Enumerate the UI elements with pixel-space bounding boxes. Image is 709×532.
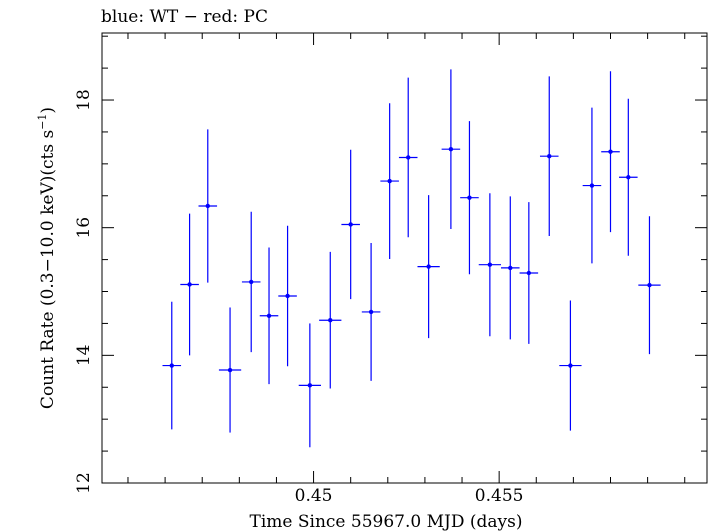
y-tick-label: 12 — [74, 472, 94, 494]
y-tick-labels: 12 14 16 18 — [74, 89, 94, 494]
data-point — [341, 149, 360, 300]
data-points — [162, 69, 661, 448]
point-marker — [368, 309, 374, 315]
point-marker — [169, 363, 174, 368]
data-point — [539, 76, 559, 236]
data-point — [398, 77, 418, 238]
point-marker — [487, 262, 493, 267]
data-point — [519, 202, 539, 344]
data-point — [501, 196, 520, 340]
data-point — [638, 216, 661, 355]
data-point — [218, 307, 242, 433]
data-point — [361, 243, 381, 381]
point-marker — [568, 363, 573, 368]
point-marker — [285, 293, 290, 299]
y-axis-label: Count Rate (0.3−10.0 keV)(cts s−1) — [36, 107, 58, 409]
y-tick-label: 16 — [74, 217, 94, 239]
data-point — [319, 251, 342, 389]
plot-frame — [101, 32, 708, 484]
data-point — [180, 213, 199, 356]
data-point — [582, 107, 602, 264]
x-axis-label: Time Since 55967.0 MJD (days) — [250, 512, 523, 532]
point-marker — [508, 265, 513, 271]
point-marker — [448, 146, 454, 152]
data-point — [559, 300, 582, 431]
x-tick-labels: 0.45 0.455 — [295, 486, 524, 506]
point-marker — [426, 264, 431, 269]
point-marker — [328, 318, 333, 323]
data-point — [601, 71, 620, 233]
data-point — [460, 121, 479, 275]
data-point — [380, 103, 399, 259]
y-tick-label: 18 — [74, 89, 94, 111]
x-tick-label: 0.45 — [295, 486, 333, 506]
point-marker — [406, 155, 411, 160]
point-marker — [249, 279, 254, 285]
point-marker — [589, 183, 595, 188]
data-point — [441, 69, 461, 229]
point-marker — [307, 383, 313, 388]
point-marker — [626, 175, 631, 180]
data-point — [198, 129, 218, 283]
y-axis-label-main: Count Rate (0.3−10.0 keV)(cts s — [38, 130, 58, 409]
chart-title: blue: WT − red: PC — [101, 7, 268, 27]
x-tick-label: 0.455 — [475, 486, 524, 506]
point-marker — [348, 222, 353, 227]
y-axis-label-exponent: −1 — [36, 114, 49, 130]
point-marker — [266, 313, 272, 318]
data-point — [241, 211, 261, 353]
data-point — [619, 98, 638, 256]
point-marker — [547, 153, 552, 159]
data-point — [417, 195, 440, 339]
point-marker — [387, 178, 392, 184]
point-marker — [187, 282, 192, 287]
point-marker — [227, 367, 233, 373]
point-marker — [467, 195, 472, 200]
point-marker — [647, 282, 652, 288]
point-marker — [526, 270, 532, 276]
y-tick-label: 14 — [74, 345, 94, 367]
data-point — [478, 193, 502, 337]
data-point — [298, 323, 321, 448]
y-axis-label-close: ) — [38, 107, 58, 114]
data-point — [278, 225, 297, 367]
data-point — [162, 301, 182, 430]
point-marker — [608, 149, 613, 154]
point-marker — [205, 203, 210, 209]
axis-ticks — [102, 33, 707, 484]
data-point — [259, 247, 279, 385]
